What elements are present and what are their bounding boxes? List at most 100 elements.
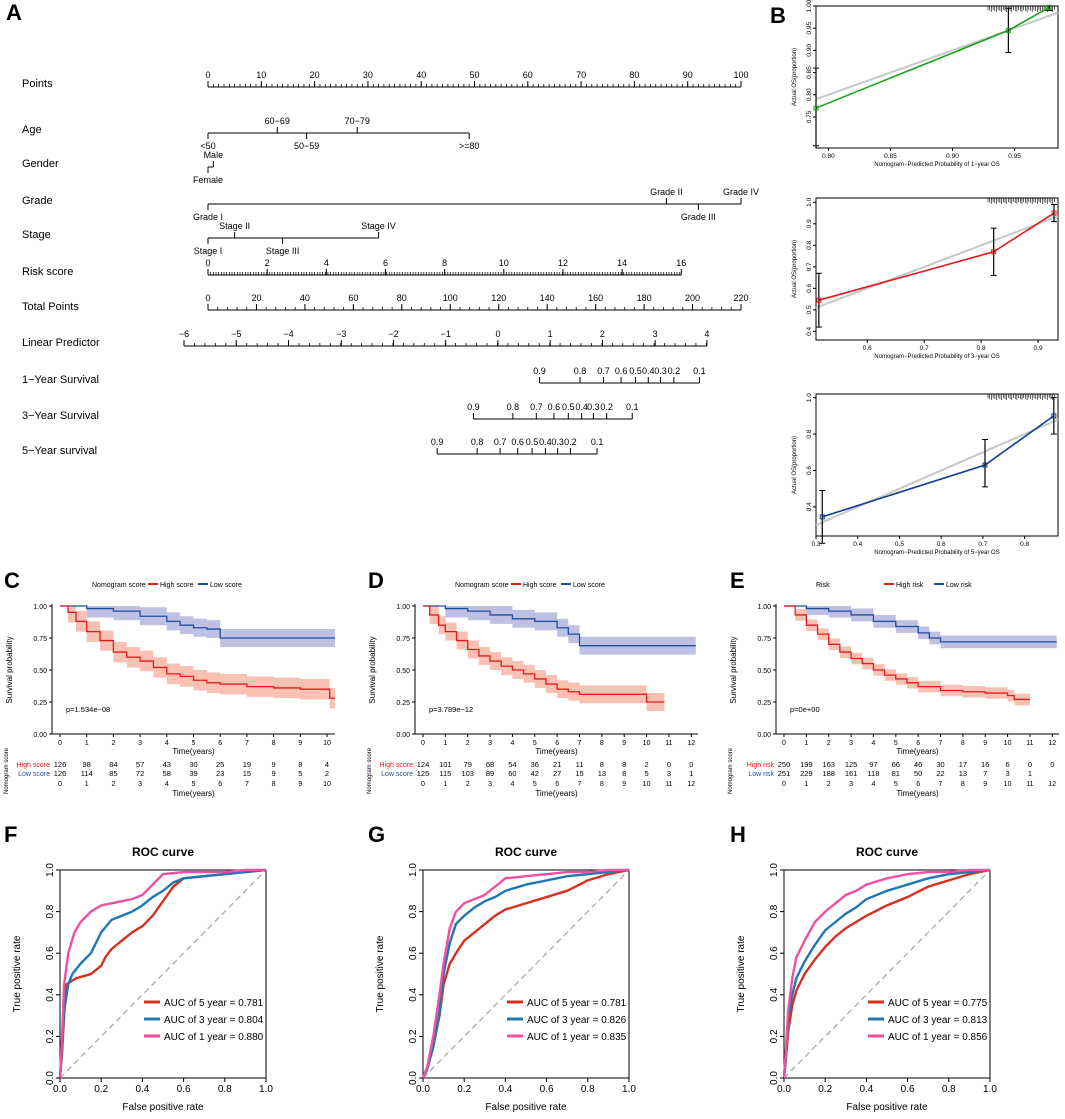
nomogram-tick-label: 0.8 — [574, 366, 587, 376]
km-risk-count: 1 — [689, 769, 693, 778]
calibration-point — [982, 462, 988, 468]
nomogram-tick-label: 220 — [733, 293, 748, 303]
km-xtick-label: 7 — [578, 740, 582, 747]
nomogram-row-label: Age — [22, 124, 42, 136]
km-risk-count: 27 — [553, 769, 561, 778]
nomogram-row-label: Gender — [22, 158, 59, 170]
nomogram-tick-label: 0.6 — [511, 437, 524, 447]
roc-xtick-label: 0.0 — [777, 1084, 791, 1095]
km-table-xtick-label: 12 — [1048, 781, 1056, 788]
roc-xtick-label: 0.0 — [53, 1084, 67, 1095]
km-table-xtick-label: 5 — [533, 781, 537, 788]
calibration-line — [818, 212, 1055, 301]
calibration-5yr-panel: 0.3 0.4 0.5 0.6 0.7 0.8 0.4 0.6 0.8 1.0 Nomogram−P… — [786, 388, 1065, 558]
km-risk-count: 125 — [417, 769, 430, 778]
km-table-xtick-label: 0 — [782, 781, 786, 788]
km-ytick-label: 0.50 — [757, 668, 771, 675]
nomogram-tick-label: 0.3 — [654, 366, 667, 376]
nomogram-tick-label: 40 — [416, 70, 426, 80]
km-risk-count: 6 — [1005, 760, 1009, 769]
roc-ytick-label: 0.6 — [769, 946, 780, 960]
panel-label-h: H — [730, 822, 746, 847]
km-legend-low-label: Low score — [573, 582, 605, 589]
km-risk-row-label: Low risk — [748, 771, 774, 778]
roc-frame — [422, 869, 630, 1079]
km-xtick-label: 8 — [272, 740, 276, 747]
km-table-xtick-label: 8 — [600, 781, 604, 788]
km-risk-count: 39 — [189, 769, 197, 778]
km-xtick-label: 2 — [111, 740, 115, 747]
roc-legend-label: AUC of 3 year = 0.826 — [527, 1015, 627, 1026]
nomogram-tick-label: Stage II — [219, 221, 250, 231]
roc-legend-label: AUC of 5 year = 0.775 — [888, 998, 988, 1009]
roc-legend-label: AUC of 3 year = 0.813 — [888, 1015, 988, 1026]
roc-diagonal — [59, 869, 267, 1079]
roc-ylabel: True positive rate — [375, 935, 386, 1012]
km-table-xtick-label: 10 — [1004, 781, 1012, 788]
km-table-xtick-label: 1 — [85, 781, 89, 788]
calibration-ytick-label: 0.75 — [806, 110, 813, 123]
calibration-frame — [815, 393, 1059, 537]
km-table-xlabel: Time(years) — [172, 789, 215, 798]
roc-ytick-label: 0.6 — [45, 946, 56, 960]
nomogram-tick-label: 0.6 — [548, 402, 561, 412]
calibration-xtick-label: 0.6 — [937, 541, 946, 548]
roc-title: ROC curve — [495, 845, 557, 859]
roc-panel-g: ROC curve 0.0 0.2 0.4 0.6 0.8 1.0 0.0 0.2 0.4 0.6 0… — [363, 836, 663, 1119]
km-risk-count: 3 — [667, 769, 671, 778]
km-risk-count: 66 — [892, 760, 900, 769]
nomogram-tick-label: 20 — [251, 293, 261, 303]
km-risk-count: 58 — [163, 769, 171, 778]
km-high-ci-band — [60, 606, 335, 709]
roc-xtick-label: 0.8 — [218, 1084, 232, 1095]
km-table-xtick-label: 3 — [849, 781, 853, 788]
nomogram-tick-label: 40 — [300, 293, 310, 303]
nomogram-tick-label: Grade II — [650, 187, 683, 197]
km-table-xtick-label: 2 — [827, 781, 831, 788]
km-ytick-label: 1.00 — [396, 604, 410, 611]
calibration-xlabel: Nomogram−Predicted Probability of 1−year… — [874, 162, 999, 168]
nomogram-tick-label: 0.9 — [533, 366, 546, 376]
km-risk-count: 19 — [243, 760, 251, 769]
calibration-xtick-label: 0.80 — [822, 153, 835, 160]
nomogram-tick-label: 0.9 — [467, 402, 480, 412]
km-risk-count: 188 — [822, 769, 835, 778]
roc-legend-label: AUC of 1 year = 0.880 — [164, 1032, 264, 1043]
km-risk-row-label: High score — [17, 762, 51, 769]
km-xtick-label: 5 — [533, 740, 537, 747]
km-risk-count: 15 — [575, 769, 583, 778]
calibration-xlabel: Nomogram−Predicted Probability of 5−year… — [874, 550, 999, 556]
calibration-1yr-panel: 0.80 0.85 0.90 0.95 0.75 0.80 0.85 0.90 0.95 1.00… — [786, 0, 1065, 170]
nomogram-row-label: Risk score — [22, 266, 73, 278]
km-ytick-label: 0.50 — [33, 668, 47, 675]
km-risk-count: 0 — [1050, 760, 1054, 769]
km-table-xtick-label: 7 — [578, 781, 582, 788]
calibration-frame — [815, 197, 1059, 341]
calibration-ytick-label: 1.0 — [806, 197, 813, 206]
km-table-xtick-label: 10 — [323, 781, 331, 788]
nomogram-tick-label: 0.2 — [564, 437, 577, 447]
roc-curve — [421, 868, 629, 1079]
nomogram-tick-label: 180 — [637, 293, 652, 303]
km-ytick-label: 0.00 — [396, 732, 410, 739]
nomogram-tick-label: 0.7 — [530, 402, 543, 412]
km-risk-row-label: High risk — [747, 762, 775, 769]
km-risk-count: 50 — [914, 769, 922, 778]
km-risk-count: 15 — [243, 769, 251, 778]
roc-xtick-label: 0.0 — [416, 1084, 430, 1095]
roc-xtick-label: 0.4 — [859, 1084, 873, 1095]
nomogram-tick-label: 20 — [310, 70, 320, 80]
nomogram-tick-label: Male — [204, 150, 224, 160]
nomogram-row-label: Linear Predictor — [22, 337, 100, 349]
km-table-xtick-label: 2 — [111, 781, 115, 788]
km-risk-count: 163 — [822, 760, 835, 769]
roc-xlabel: False positive rate — [122, 1102, 204, 1113]
km-risk-count: 97 — [869, 760, 877, 769]
calibration-point — [1005, 27, 1011, 33]
km-xtick-label: 1 — [85, 740, 89, 747]
roc-xtick-label: 1.0 — [259, 1084, 273, 1095]
km-table-xtick-label: 9 — [298, 781, 302, 788]
roc-xtick-label: 0.8 — [581, 1084, 595, 1095]
km-risk-count: 5 — [644, 769, 648, 778]
roc-xlabel: False positive rate — [846, 1102, 928, 1113]
